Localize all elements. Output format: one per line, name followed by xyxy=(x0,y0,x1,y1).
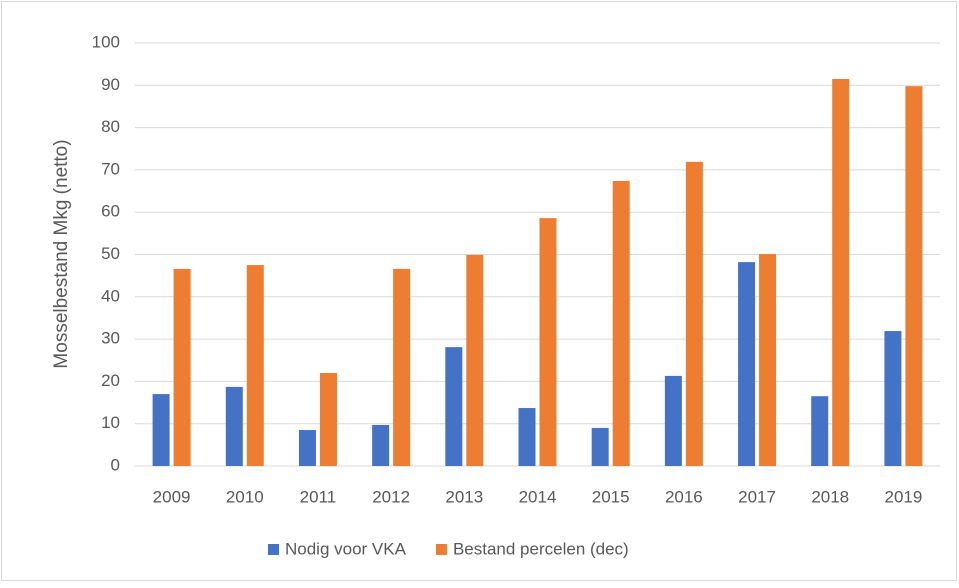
y-tick-label: 30 xyxy=(101,329,120,348)
bar xyxy=(591,427,609,466)
bar xyxy=(832,78,850,466)
y-tick-label: 100 xyxy=(92,32,120,51)
bar xyxy=(738,262,756,466)
y-tick-label: 80 xyxy=(101,117,120,136)
x-tick-label: 2009 xyxy=(153,487,191,506)
bar xyxy=(152,394,170,466)
bar xyxy=(884,331,902,466)
legend-swatch xyxy=(435,544,447,555)
legend-swatch xyxy=(268,544,279,555)
bar xyxy=(445,347,463,466)
bar xyxy=(393,268,411,466)
bar xyxy=(319,372,337,466)
y-tick-label: 40 xyxy=(101,286,120,305)
bar xyxy=(664,375,682,466)
x-tick-label: 2018 xyxy=(811,487,849,506)
x-tick-label: 2016 xyxy=(665,487,703,506)
y-tick-label: 0 xyxy=(111,455,120,474)
x-tick-label: 2013 xyxy=(445,487,483,506)
y-axis-label: Mosselbestand Mkg (netto) xyxy=(51,139,72,368)
bar xyxy=(685,161,703,466)
bar xyxy=(173,268,191,466)
bar xyxy=(539,218,557,466)
y-tick-label: 70 xyxy=(101,159,120,178)
x-tick-label: 2015 xyxy=(592,487,630,506)
y-tick-label: 90 xyxy=(101,75,120,94)
bar xyxy=(612,180,630,466)
x-tick-label: 2011 xyxy=(300,487,337,506)
y-tick-label: 10 xyxy=(101,413,120,432)
legend-label: Nodig voor VKA xyxy=(285,539,407,558)
y-tick-label: 50 xyxy=(101,244,120,263)
bar xyxy=(372,424,390,466)
legend-label: Bestand percelen (dec) xyxy=(453,539,629,558)
bar xyxy=(298,430,316,466)
bar xyxy=(905,86,923,467)
x-tick-label: 2014 xyxy=(519,487,557,506)
y-tick-label: 20 xyxy=(101,371,120,390)
bar xyxy=(811,396,829,466)
y-tick-label: 60 xyxy=(101,202,120,221)
x-tick-label: 2010 xyxy=(226,487,264,506)
bar xyxy=(466,254,484,466)
bar xyxy=(518,408,536,466)
bar xyxy=(246,265,264,466)
bar xyxy=(225,386,243,466)
x-tick-label: 2012 xyxy=(372,487,410,506)
x-tick-label: 2017 xyxy=(738,487,776,506)
x-tick-label: 2019 xyxy=(884,487,922,506)
bar xyxy=(759,254,777,466)
